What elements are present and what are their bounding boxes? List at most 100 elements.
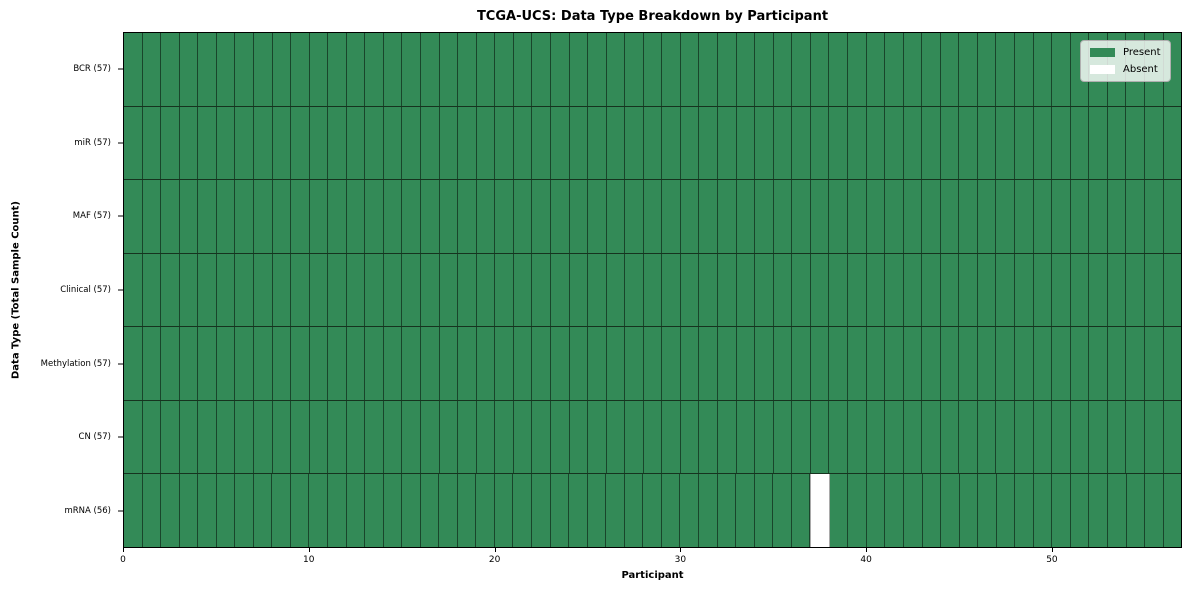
heatmap-cell	[1163, 106, 1182, 180]
y-tick-label: BCR (57)	[73, 63, 111, 74]
heatmap-cell	[421, 327, 440, 400]
heatmap-cell	[1070, 180, 1090, 253]
heatmap-cell	[1107, 327, 1127, 400]
heatmap-cell	[606, 327, 626, 400]
heatmap-cell	[736, 474, 755, 548]
heatmap-cell	[625, 400, 644, 474]
heatmap-cell	[142, 106, 162, 180]
heatmap-cell	[179, 474, 199, 548]
heatmap-cell	[1144, 327, 1164, 400]
heatmap-cell	[402, 400, 421, 474]
heatmap-cell	[495, 33, 514, 106]
heatmap-cell	[124, 33, 143, 106]
heatmap-cell	[513, 33, 533, 106]
heatmap-cell	[625, 106, 644, 180]
heatmap-cell	[996, 106, 1015, 180]
heatmap-cell	[847, 180, 867, 253]
heatmap-cell	[1052, 327, 1071, 400]
heatmap-cell	[421, 180, 440, 253]
heatmap-cell	[253, 253, 273, 327]
heatmap-cell	[718, 33, 737, 106]
heatmap-cell	[291, 327, 310, 400]
heatmap-cell	[161, 400, 180, 474]
heatmap-cell	[1033, 253, 1053, 327]
heatmap-cell	[588, 253, 607, 327]
heatmap-cell	[328, 106, 347, 180]
y-axis-ticks: BCR (57) miR (57) MAF (57) Clinical (57) Met…	[0, 32, 123, 548]
heatmap-cell	[458, 400, 477, 474]
heatmap-cell	[216, 400, 236, 474]
heatmap-cell	[773, 327, 793, 400]
heatmap-cell	[959, 253, 978, 327]
plot-area	[123, 32, 1182, 548]
heatmap-cell	[365, 253, 384, 327]
heatmap-cell	[866, 400, 886, 474]
heatmap-cell	[717, 474, 737, 548]
heatmap-cell	[866, 180, 886, 253]
heatmap-cell	[959, 474, 979, 548]
heatmap-cell	[1015, 474, 1034, 548]
heatmap-cell	[755, 253, 774, 327]
x-tick-label: 30	[674, 555, 687, 565]
heatmap-cell	[903, 400, 923, 474]
heatmap-cell	[736, 33, 756, 106]
heatmap-cell	[699, 327, 718, 400]
heatmap-cell	[606, 474, 625, 548]
heatmap-cell	[253, 33, 273, 106]
legend: Present Absent	[1080, 40, 1171, 82]
heatmap-cell	[977, 33, 997, 106]
heatmap-cell	[699, 400, 718, 474]
heatmap-cell	[439, 327, 459, 400]
heatmap-cell	[643, 400, 663, 474]
heatmap-cell	[829, 33, 848, 106]
heatmap-cell	[142, 474, 162, 548]
heatmap-cell	[569, 474, 588, 548]
heatmap-cell	[940, 106, 960, 180]
heatmap-cell	[476, 106, 496, 180]
heatmap-cell	[810, 253, 830, 327]
heatmap-cell	[755, 180, 774, 253]
heatmap-cell	[588, 180, 607, 253]
heatmap-cell	[959, 400, 978, 474]
heatmap-cell	[940, 253, 960, 327]
heatmap-cell	[606, 33, 626, 106]
heatmap-cell	[235, 180, 254, 253]
heatmap-cell	[866, 106, 886, 180]
heatmap-row-CN	[124, 399, 1182, 474]
heatmap-cell	[495, 106, 514, 180]
heatmap-cell	[476, 180, 496, 253]
heatmap-cell	[810, 180, 830, 253]
heatmap-cell	[755, 400, 774, 474]
heatmap-cell	[253, 180, 273, 253]
heatmap-cell	[439, 253, 459, 327]
heatmap-cell	[680, 327, 700, 400]
heatmap-cell	[1052, 180, 1071, 253]
heatmap-cell	[903, 106, 923, 180]
heatmap-cell	[1144, 180, 1164, 253]
heatmap-cell	[680, 33, 700, 106]
heatmap-cell	[792, 327, 811, 400]
heatmap-cell	[550, 400, 570, 474]
heatmap-cell	[959, 180, 978, 253]
heatmap-cell	[421, 106, 440, 180]
heatmap-cell	[922, 106, 941, 180]
heatmap-cell	[216, 106, 236, 180]
legend-swatch-present-icon	[1090, 48, 1115, 57]
heatmap-cell	[235, 106, 254, 180]
x-tick-mark	[866, 548, 868, 552]
heatmap-cell	[792, 33, 811, 106]
heatmap-cell	[680, 106, 700, 180]
heatmap-cell	[1033, 33, 1053, 106]
heatmap-cell	[272, 474, 291, 548]
heatmap-cell	[829, 106, 848, 180]
heatmap-cell	[810, 33, 830, 106]
heatmap-cell	[161, 180, 180, 253]
heatmap-cell	[922, 253, 941, 327]
heatmap-cell	[291, 400, 310, 474]
heatmap-cell	[606, 400, 626, 474]
heatmap-cell	[402, 474, 421, 548]
heatmap-cell	[495, 400, 514, 474]
heatmap-cell	[569, 180, 589, 253]
heatmap-cell	[718, 180, 737, 253]
